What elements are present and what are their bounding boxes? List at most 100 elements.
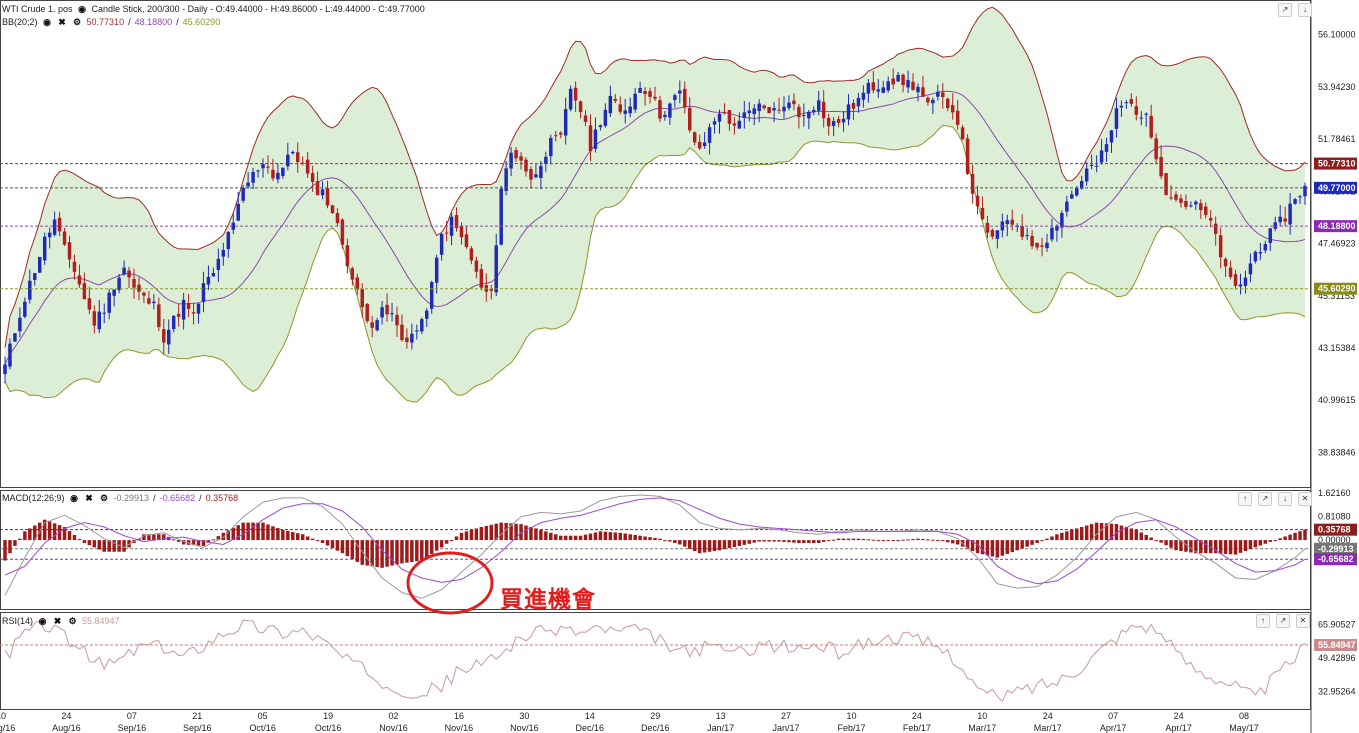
expand-icon[interactable]: ↗: [1278, 3, 1292, 17]
candle-body: [549, 137, 553, 157]
macd-histogram-bar: [663, 540, 667, 542]
macd-histogram-bar: [291, 532, 295, 541]
expand-icon[interactable]: ↗: [1276, 614, 1290, 628]
macd-histogram-bar: [851, 538, 856, 541]
candle-body: [137, 284, 141, 292]
macd-histogram-bar: [534, 528, 538, 541]
x-tick-day: 24: [1174, 711, 1184, 721]
rsi-header: RSI(14) ◉ ✖ ⚙ 55.84947: [2, 615, 120, 627]
candle-body: [1065, 201, 1069, 212]
candle-body: [891, 78, 895, 85]
candle-body: [266, 166, 270, 168]
macd-marker-label: -0.29913: [1318, 544, 1354, 554]
x-tick-day: 07: [1108, 711, 1118, 721]
macd-histogram-bar: [683, 540, 687, 547]
macd-histogram-bar: [514, 523, 518, 541]
macd-histogram-bar: [901, 539, 905, 541]
candle-body: [1298, 196, 1302, 198]
macd-histogram-bar: [375, 540, 379, 568]
candle-body: [231, 222, 235, 230]
macd-histogram-bar: [345, 540, 350, 557]
macd-histogram-bar: [186, 540, 191, 545]
macd-histogram-bar: [588, 533, 593, 541]
candle-body: [603, 109, 608, 126]
candle-body: [365, 304, 369, 322]
candle-body: [524, 159, 528, 172]
close-pane-icon[interactable]: ✕: [1298, 492, 1312, 506]
candle-body: [305, 159, 310, 174]
macd-histogram-bar: [281, 529, 285, 541]
eye-icon[interactable]: ◉: [38, 615, 47, 626]
x-tick-day: 24: [912, 711, 922, 721]
macd-value-1: -0.29913: [113, 493, 150, 503]
candle-body: [697, 141, 702, 149]
candle-body: [360, 289, 364, 308]
macd-histogram-bar: [816, 540, 821, 544]
candle-body: [871, 82, 876, 91]
macd-histogram-bar: [593, 532, 598, 541]
x-tick-month: Nov/16: [379, 723, 408, 733]
macd-histogram-bar: [613, 532, 618, 541]
candle-body: [1010, 219, 1014, 225]
close-icon[interactable]: ✖: [53, 615, 62, 626]
macd-histogram-bar: [702, 540, 707, 553]
candle-body: [568, 88, 573, 110]
macd-histogram-bar: [112, 540, 116, 552]
macd-histogram-bar: [3, 540, 7, 561]
gear-icon[interactable]: ⚙: [68, 615, 77, 626]
candle-body: [1258, 252, 1263, 254]
price-marker-box: [1314, 181, 1357, 194]
candle-body: [18, 317, 22, 332]
candle-body: [1114, 108, 1119, 129]
macd-histogram-bar: [802, 540, 806, 544]
macd-histogram-bar: [1144, 535, 1148, 541]
candle-body: [727, 110, 732, 124]
candle-body: [201, 283, 206, 302]
macd-histogram-bar: [380, 540, 384, 568]
x-tick-month: Sep/16: [118, 723, 147, 733]
move-up-icon[interactable]: ↑: [1238, 492, 1252, 506]
move-up-icon[interactable]: ↑: [1256, 614, 1270, 628]
candle-body: [558, 132, 563, 135]
macd-histogram-bar: [995, 540, 1000, 558]
close-icon[interactable]: ✖: [58, 16, 66, 27]
macd-histogram-bar: [1253, 540, 1258, 548]
buy-opportunity-annotation: 買進機會: [500, 587, 596, 613]
x-tick-month: Aug/16: [52, 723, 81, 733]
macd-histogram-bar: [1109, 523, 1114, 541]
eye-icon[interactable]: ◉: [43, 16, 51, 27]
close-pane-icon[interactable]: ✕: [1296, 614, 1310, 628]
candle-body: [534, 174, 538, 178]
reference-lines: [0, 163, 1310, 646]
macd-histogram-bar: [752, 540, 756, 543]
macd-histogram-bar: [286, 530, 290, 541]
move-down-icon[interactable]: ↓: [1298, 3, 1312, 17]
macd-histogram-bar: [807, 540, 811, 544]
macd-series: [3, 494, 1307, 599]
x-tick-day: 16: [454, 711, 464, 721]
x-tick-month: Sep/16: [183, 723, 212, 733]
macd-histogram-bar: [82, 540, 87, 544]
candle-body: [901, 74, 905, 86]
close-icon[interactable]: ✖: [85, 492, 93, 503]
candle-body: [851, 103, 856, 109]
candle-body: [52, 219, 57, 235]
move-down-icon[interactable]: ↓: [1278, 492, 1292, 506]
macd-histogram-bar: [921, 539, 925, 541]
candle-body: [33, 273, 37, 280]
candle-body: [494, 245, 498, 293]
rsi-tick-label: 49.42896: [1318, 653, 1356, 663]
eye-icon[interactable]: ◉: [78, 3, 86, 14]
macd-histogram-bar: [524, 525, 528, 541]
x-tick-month: Jan/17: [773, 723, 800, 733]
eye-icon[interactable]: ◉: [70, 492, 78, 503]
gear-icon[interactable]: ⚙: [72, 16, 82, 27]
candle-body: [1293, 199, 1297, 204]
gear-icon[interactable]: ⚙: [99, 492, 109, 503]
macd-histogram-bar: [439, 540, 444, 548]
candle-body: [702, 142, 707, 147]
candle-body: [246, 182, 250, 187]
pane-frame: [0, 490, 1311, 610]
expand-icon[interactable]: ↗: [1258, 492, 1272, 506]
macd-histogram-bar: [340, 540, 345, 554]
